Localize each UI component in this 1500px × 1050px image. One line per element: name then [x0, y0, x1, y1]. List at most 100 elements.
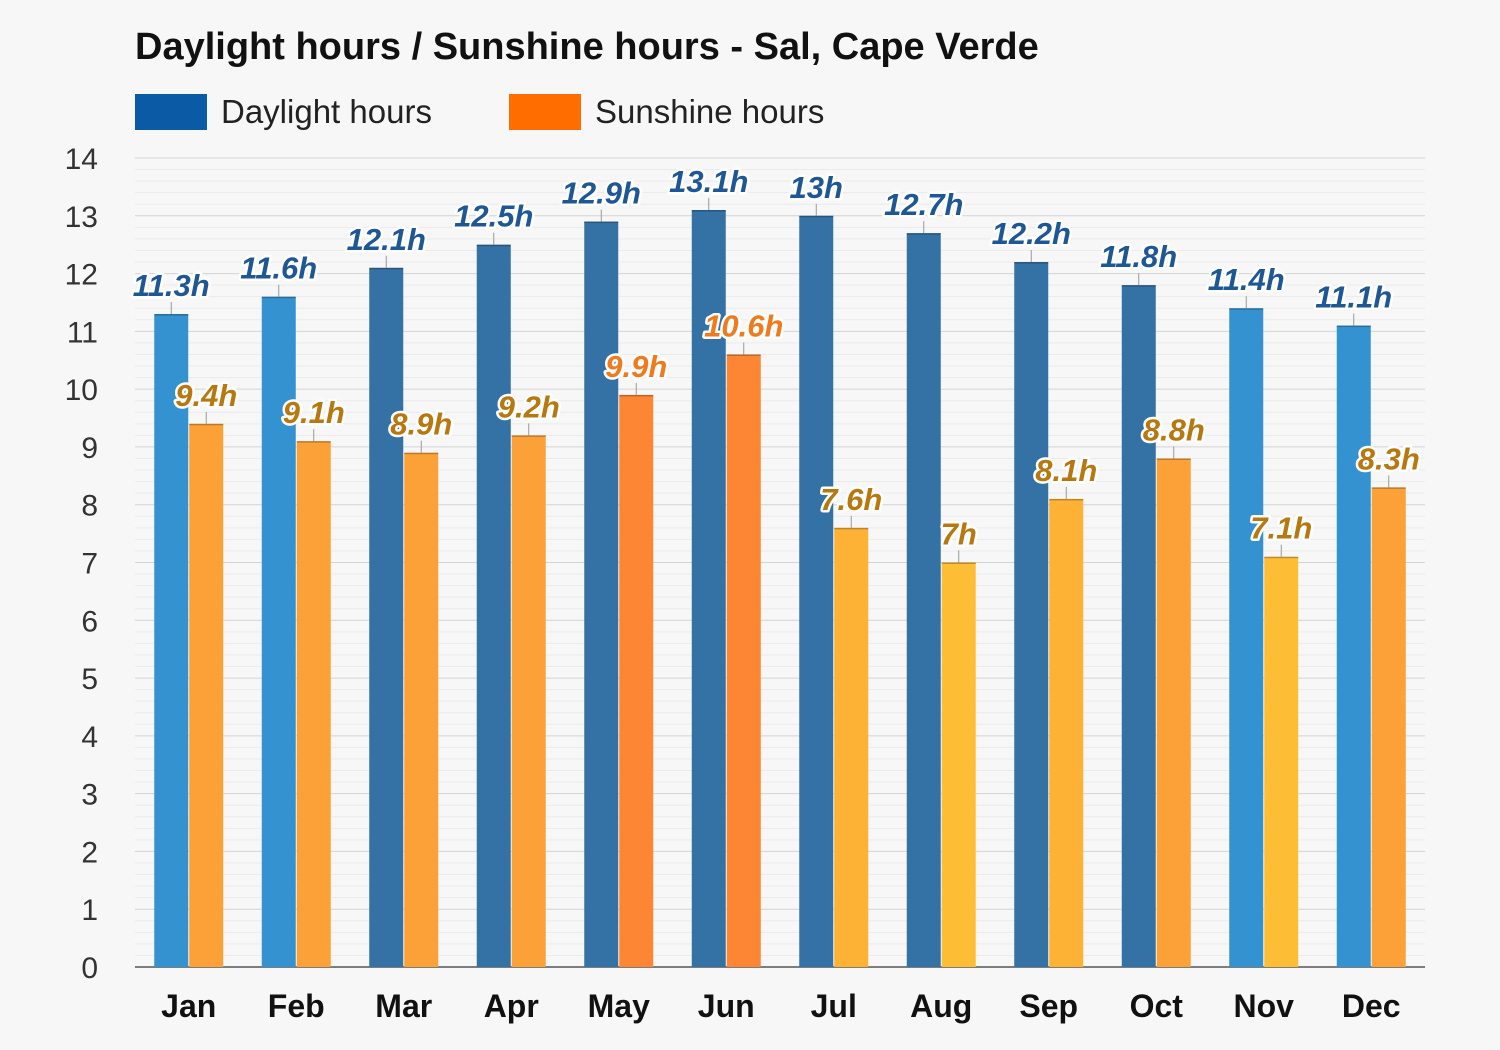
daylight-bar-top	[691, 210, 726, 212]
daylight-bar-top	[906, 233, 941, 235]
y-tick-label: 10	[65, 374, 98, 407]
daylight-bar-top	[1229, 308, 1264, 310]
daylight-value-label: 11.1h	[1315, 280, 1392, 315]
x-tick-label: Oct	[1130, 988, 1184, 1024]
sunshine-bar	[296, 441, 331, 967]
x-tick-label: Feb	[268, 988, 325, 1024]
daylight-bar	[1336, 325, 1371, 967]
y-tick-label: 14	[65, 143, 98, 176]
x-tick-label: Sep	[1019, 988, 1078, 1024]
daylight-value-label: 12.1h	[347, 222, 426, 257]
daylight-bar-top	[1121, 285, 1156, 287]
y-tick-label: 1	[81, 894, 98, 927]
sunshine-bar	[1156, 458, 1191, 967]
y-tick-label: 6	[81, 605, 98, 638]
daylight-bar-top	[476, 244, 511, 247]
sunshine-bar	[726, 354, 761, 967]
daylight-bar-top	[261, 296, 296, 299]
sunshine-bar-top	[189, 423, 224, 426]
daylight-bar-top	[799, 215, 834, 218]
daylight-value-label: 11.4h	[1208, 262, 1285, 297]
sunshine-value-label: 9.9h	[605, 349, 667, 384]
sunshine-value-label: 9.4h	[175, 378, 237, 413]
sunshine-bar-top	[1371, 487, 1406, 489]
daylight-bar	[1121, 285, 1156, 968]
sunshine-bar	[1049, 498, 1084, 967]
sunshine-bar-top	[296, 441, 331, 443]
sunshine-value-label: 7h	[941, 517, 977, 552]
daylight-bar-top	[1336, 325, 1371, 328]
y-tick-label: 12	[65, 259, 98, 292]
daylight-value-label: 11.6h	[240, 251, 317, 286]
daylight-value-label: 13.1h	[669, 164, 748, 199]
legend-swatch-sunshine	[509, 94, 581, 130]
sunshine-value-label: 9.1h	[283, 395, 345, 430]
daylight-bar-top	[584, 221, 619, 224]
sunshine-bar-top	[941, 562, 976, 564]
sunshine-value-label: 8.3h	[1358, 441, 1420, 476]
y-tick-label: 7	[81, 548, 98, 581]
x-tick-label: Jun	[698, 988, 755, 1024]
sunshine-bar-top	[726, 354, 761, 356]
y-tick-label: 13	[65, 201, 98, 234]
daylight-value-label: 12.5h	[454, 199, 533, 234]
chart-title: Daylight hours / Sunshine hours - Sal, C…	[135, 26, 1039, 68]
daylight-bar	[1229, 308, 1264, 967]
y-tick-label: 9	[81, 432, 98, 465]
x-tick-label: Jan	[161, 988, 216, 1024]
y-tick-label: 4	[81, 721, 98, 754]
daylight-bar	[261, 296, 296, 968]
sunshine-bar	[619, 394, 654, 968]
x-tick-label: Jul	[811, 988, 857, 1024]
x-tick-label: Mar	[375, 988, 432, 1024]
y-tick-label: 3	[81, 779, 98, 812]
sunshine-value-label: 10.6h	[704, 308, 783, 343]
y-tick-label: 8	[81, 490, 98, 523]
daylight-bar-top	[369, 267, 404, 270]
sunshine-bar-top	[1264, 556, 1299, 559]
sunshine-bar	[941, 562, 976, 967]
sunshine-bar-top	[1156, 458, 1191, 460]
x-tick-label: Aug	[910, 988, 972, 1024]
daylight-value-label: 11.8h	[1100, 239, 1177, 274]
daylight-bar	[691, 210, 726, 967]
sunshine-value-label: 8.8h	[1143, 412, 1205, 447]
daylight-bar	[584, 221, 619, 968]
daylight-bar-top	[154, 314, 189, 316]
sunshine-value-label: 8.1h	[1035, 453, 1097, 488]
daylight-bar	[154, 314, 189, 967]
sunshine-bar-top	[404, 452, 439, 455]
daylight-bar	[1014, 262, 1049, 967]
sunshine-value-label: 7.1h	[1250, 511, 1312, 546]
daylight-value-label: 11.3h	[133, 268, 210, 303]
sunshine-bar-top	[1049, 498, 1084, 501]
sunshine-value-label: 8.9h	[390, 407, 452, 442]
sunshine-bar-top	[834, 527, 869, 530]
sunshine-value-label: 9.2h	[498, 389, 560, 424]
daylight-bar	[799, 215, 834, 968]
daylight-value-label: 13h	[790, 170, 843, 205]
sunshine-bar	[834, 527, 869, 967]
legend-label-daylight: Daylight hours	[221, 93, 432, 130]
y-tick-label: 11	[67, 316, 98, 349]
x-tick-label: May	[588, 988, 650, 1024]
x-tick-label: Nov	[1234, 988, 1295, 1024]
daylight-bar-top	[1014, 262, 1049, 264]
sunshine-value-label: 7.6h	[820, 482, 882, 517]
sunshine-bar	[404, 452, 439, 967]
daylight-value-label: 12.7h	[884, 187, 963, 222]
legend-label-sunshine: Sunshine hours	[595, 93, 825, 130]
sunshine-bar	[189, 423, 224, 967]
y-tick-label: 5	[81, 663, 98, 696]
daylight-bar	[906, 233, 941, 967]
sunshine-bar	[511, 435, 546, 967]
sunshine-bar	[1371, 487, 1406, 967]
sunshine-bar	[1264, 556, 1299, 967]
legend-item-sunshine[interactable]: Sunshine hours	[509, 92, 824, 132]
x-tick-label: Dec	[1342, 988, 1401, 1024]
daylight-bar	[476, 244, 511, 967]
sunshine-bar-top	[619, 394, 654, 397]
legend-item-daylight[interactable]: Daylight hours	[135, 92, 432, 132]
y-tick-label: 0	[81, 952, 98, 985]
